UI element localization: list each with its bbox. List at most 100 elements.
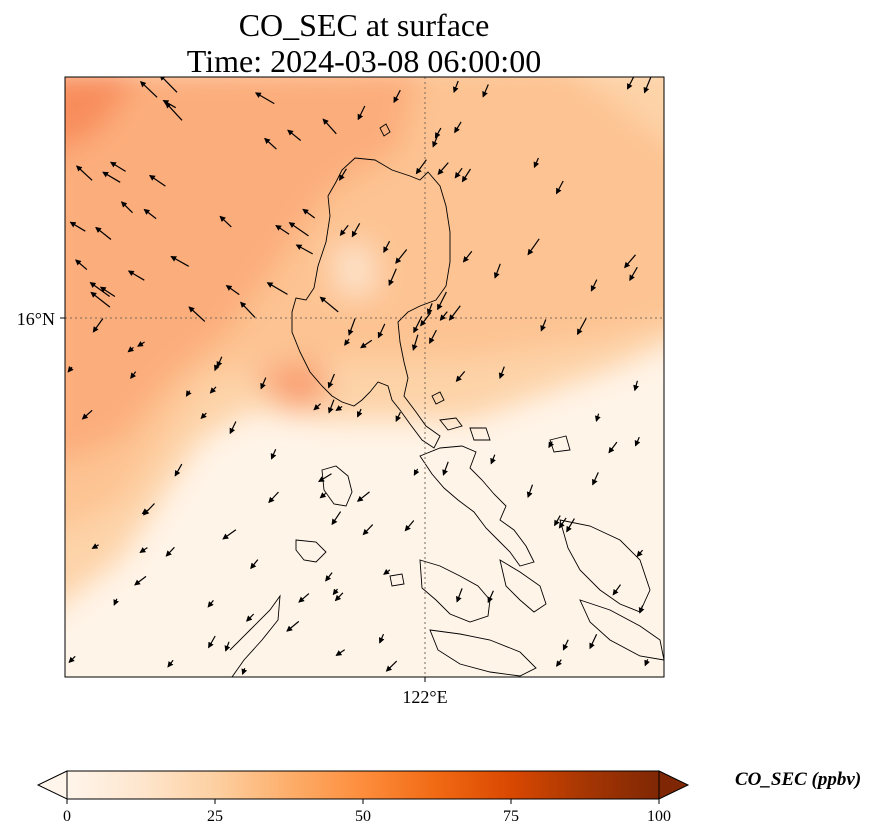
chart-title-line1: CO_SEC at surface (238, 7, 490, 43)
wind-vector (260, 377, 267, 390)
wind-vector (527, 238, 540, 256)
wind-vector (413, 316, 423, 334)
wind-vector (270, 448, 277, 460)
wind-vector (165, 546, 175, 557)
wind-vector (188, 306, 206, 322)
wind-vector (245, 613, 255, 622)
wind-vector (335, 649, 346, 656)
wind-vector (319, 296, 339, 313)
wind-vector (143, 503, 155, 516)
wind-vector (540, 319, 547, 332)
wind-vector (120, 201, 133, 214)
lat-tick-label: 16°N (17, 309, 55, 329)
wind-vector (302, 208, 316, 219)
wind-vector (81, 409, 93, 420)
wind-vector (286, 620, 300, 632)
colorbar: 0 25 50 75 100 (36, 770, 690, 825)
wind-vector (626, 77, 635, 90)
wind-vector (493, 263, 501, 279)
gridlines (65, 77, 664, 677)
wind-vector (185, 390, 192, 397)
wind-vector (533, 157, 540, 169)
wind-vector (633, 380, 640, 392)
colorbar-gradient (66, 770, 660, 800)
wind-vector (636, 549, 644, 558)
wind-vector (327, 373, 335, 389)
wind-vector (383, 568, 391, 575)
wind-vector (322, 118, 337, 135)
wind-vector (413, 468, 420, 476)
wind-vector (139, 547, 148, 553)
wind-vector (332, 588, 339, 596)
wind-vector (162, 99, 177, 109)
wind-vector (214, 363, 220, 372)
wind-vector (462, 250, 473, 263)
wind-vector (159, 77, 178, 93)
co-concentration-field (65, 77, 664, 677)
wind-vector (339, 224, 349, 236)
wind-vector (334, 592, 344, 602)
wind-vector (275, 224, 290, 235)
wind-vector (448, 305, 461, 321)
wind-vector (134, 575, 147, 586)
wind-vector (490, 454, 496, 465)
coastlines (229, 123, 664, 677)
wind-vector (576, 318, 587, 336)
chart-title-line2: Time: 2024-03-08 06:00:00 (186, 43, 542, 79)
wind-vector (388, 268, 397, 287)
colorbar-tick-label: 100 (647, 808, 671, 825)
wind-vector (548, 441, 555, 449)
wind-vector (590, 279, 598, 292)
wind-vector (224, 641, 231, 652)
wind-vector (393, 89, 401, 104)
wind-vector (143, 208, 157, 220)
wind-vector (200, 412, 207, 420)
wind-vector (411, 334, 419, 351)
wind-vector (167, 659, 174, 668)
wind-vector (67, 366, 74, 373)
wind-vector (487, 590, 494, 604)
wind-vector (426, 303, 433, 315)
wind-vector (643, 77, 652, 94)
wind-vector (554, 515, 561, 527)
wind-vector (170, 255, 189, 267)
wind-vector (240, 301, 256, 318)
wind-vector (298, 593, 310, 603)
colorbar-tick-label: 0 (63, 808, 71, 825)
wind-vector (452, 80, 459, 94)
wind-vector (68, 655, 76, 664)
wind-vector (75, 165, 93, 181)
wind-vector (415, 159, 427, 175)
wind-vector (209, 386, 217, 394)
wind-vector (288, 222, 309, 237)
wind-vector (250, 559, 259, 570)
wind-vector (429, 329, 437, 344)
wind-vector (404, 520, 415, 532)
wind-vector (174, 463, 183, 477)
wind-vector (268, 491, 279, 504)
wind-vector (139, 81, 158, 98)
wind-vector (75, 259, 88, 271)
wind-vector (254, 92, 275, 105)
wind-vector (558, 517, 567, 529)
wind-vector (137, 341, 145, 347)
wind-vector (344, 338, 351, 346)
wind-vector (395, 249, 408, 264)
wind-vector (327, 399, 335, 414)
wind-vector (629, 266, 638, 282)
wind-vector (482, 84, 489, 98)
wind-vector (222, 529, 237, 540)
wind-vector (555, 180, 564, 195)
colorbar-tick-label: 25 (207, 808, 223, 825)
wind-vector (608, 441, 618, 454)
wind-vector (498, 366, 505, 380)
wind-vector (454, 121, 462, 134)
wind-vector (90, 291, 111, 308)
wind-vector (592, 472, 599, 486)
wind-vector (356, 408, 363, 418)
wind-vector (347, 318, 356, 336)
wind-vector (454, 167, 463, 179)
wind-vector (148, 174, 166, 187)
wind-vector (612, 584, 621, 596)
